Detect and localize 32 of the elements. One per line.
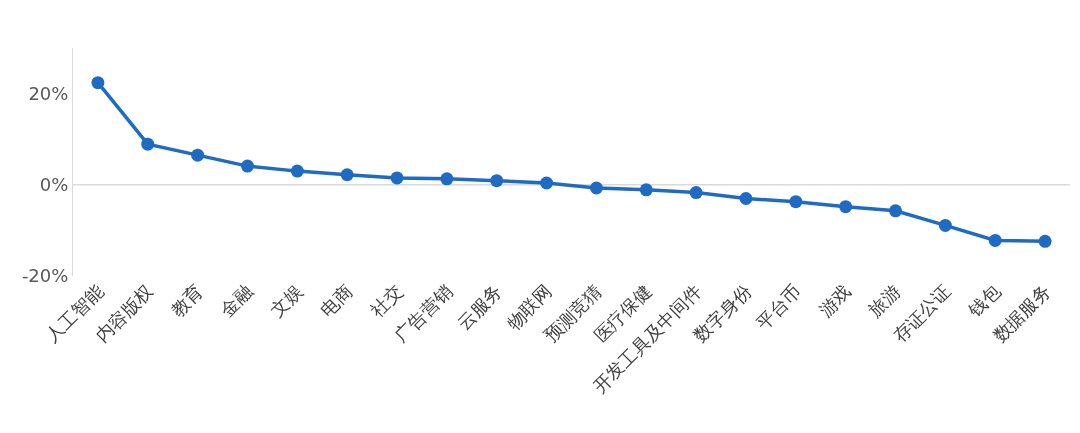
point	[240, 159, 254, 173]
point	[889, 204, 903, 218]
point	[340, 168, 354, 182]
point	[1038, 234, 1052, 248]
y-tick-label: 20%	[28, 82, 69, 104]
point	[988, 233, 1002, 247]
point	[739, 191, 753, 205]
x-tick-label: 社交	[365, 280, 407, 321]
point	[789, 195, 803, 209]
x-tick-label: 金融	[216, 280, 257, 321]
x-tick-label: 钱包	[963, 280, 1005, 322]
point	[938, 218, 952, 232]
point	[290, 164, 304, 178]
point	[91, 76, 105, 90]
point	[689, 186, 703, 200]
x-tick-label: 文娱	[266, 280, 307, 321]
point	[191, 148, 205, 162]
x-tick-label: 旅游	[864, 280, 905, 321]
point	[390, 171, 404, 185]
y-tick-label: -20%	[21, 265, 69, 287]
y-tick-label: 0%	[39, 174, 69, 196]
point	[440, 172, 454, 186]
point	[589, 181, 603, 195]
x-tick-label: 平台币	[751, 280, 806, 334]
x-tick-label: 游戏	[814, 280, 855, 321]
x-tick-label: 电商	[316, 280, 357, 321]
point	[490, 174, 504, 188]
point	[141, 137, 155, 151]
x-tick-label: 教育	[166, 280, 207, 321]
point	[540, 176, 554, 190]
point	[839, 200, 853, 214]
point	[639, 183, 653, 197]
